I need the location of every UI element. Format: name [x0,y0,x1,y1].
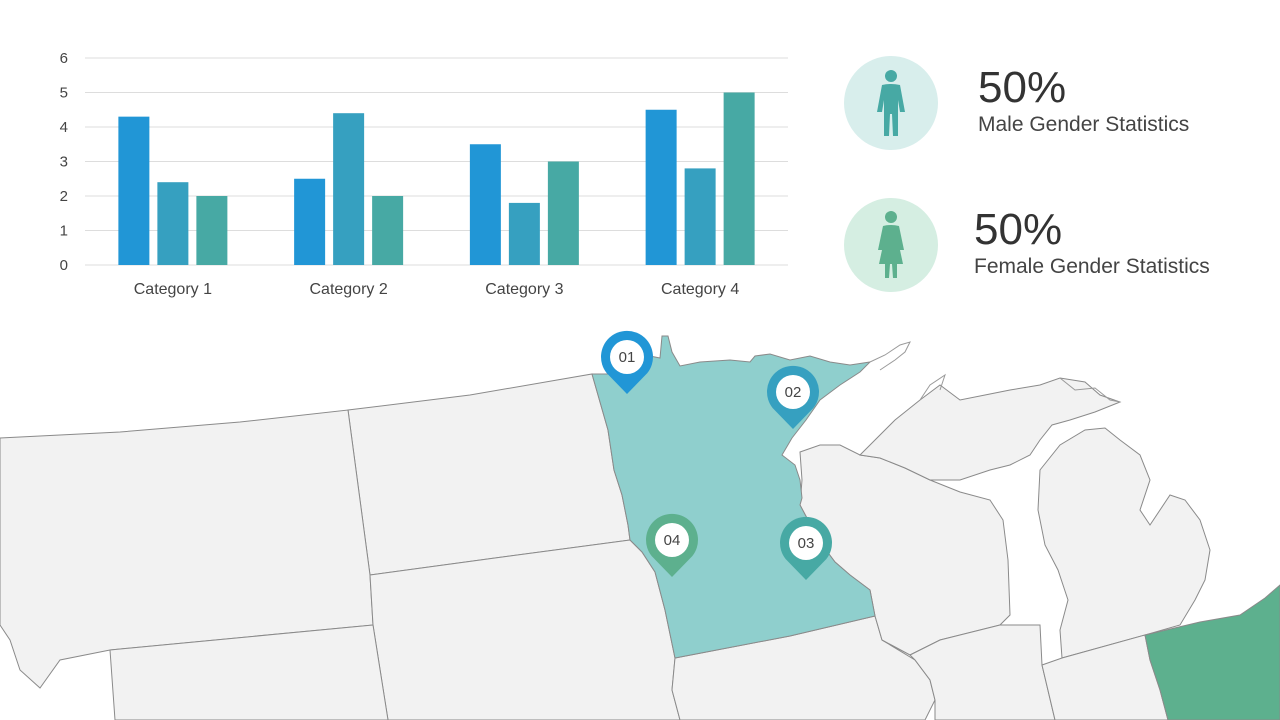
map-pin[interactable]: 04 [646,513,698,577]
male-person-icon [877,70,905,136]
x-category-label: Category 4 [661,281,739,298]
lake-superior-shore [869,341,911,371]
bar [723,92,755,265]
bar [372,196,404,265]
pin-center [655,523,689,557]
x-category-label: Category 1 [134,281,212,298]
bar [294,178,326,265]
bar [333,113,365,265]
pin-label: 04 [664,532,681,549]
pin-label: 01 [619,349,636,366]
bar [469,144,501,265]
state-illinois [909,624,1056,720]
male-stat: 50% Male Gender Statistics [844,56,1264,152]
state-ohio [1144,584,1280,720]
map-pin[interactable]: 02 [767,365,819,429]
pin-center [776,375,810,409]
male-stat-label: Male Gender Statistics [978,113,1190,136]
chart-gridlines [85,57,788,266]
female-stat-value: 50% [974,205,1063,254]
pin-center [610,340,644,374]
canada-shoreline [919,373,1121,403]
bar [118,116,150,266]
bar [684,168,716,265]
state-north-dakota [347,373,631,576]
bar [547,161,579,265]
map-pins: 01 02 03 04 [600,330,832,580]
x-category-label: Category 3 [485,281,563,298]
male-icon-circle [844,56,938,150]
pin-label: 02 [785,384,802,401]
female-stat-label: Female Gender Statistics [974,255,1210,278]
female-person-icon [878,211,904,278]
female-stat: 50% Female Gender Statistics [844,198,1264,294]
y-tick-label: 0 [60,257,68,274]
y-tick-label: 4 [60,119,68,136]
female-icon-circle [844,198,938,292]
bar [196,196,228,265]
male-stat-value: 50% [978,63,1067,112]
y-tick-label: 3 [60,154,68,171]
map-pin[interactable]: 03 [779,516,832,580]
x-category-label: Category 2 [309,281,387,298]
pin-label: 03 [798,535,815,552]
chart-category-labels: Category 1 Category 2 Category 3 Category 4 [134,281,740,298]
state-wyoming [109,624,389,720]
y-tick-label: 2 [60,188,68,205]
bar [645,109,677,265]
state-michigan-lower [1037,427,1211,659]
chart-y-ticks: 0 1 2 3 4 5 6 [60,50,68,274]
y-tick-label: 6 [60,50,68,67]
bar [508,202,540,265]
bar [157,182,189,265]
y-tick-label: 5 [60,85,68,102]
chart-bars [118,92,755,266]
y-tick-label: 1 [60,223,68,240]
map-pin[interactable]: 01 [600,330,654,394]
pin-center [789,526,823,560]
